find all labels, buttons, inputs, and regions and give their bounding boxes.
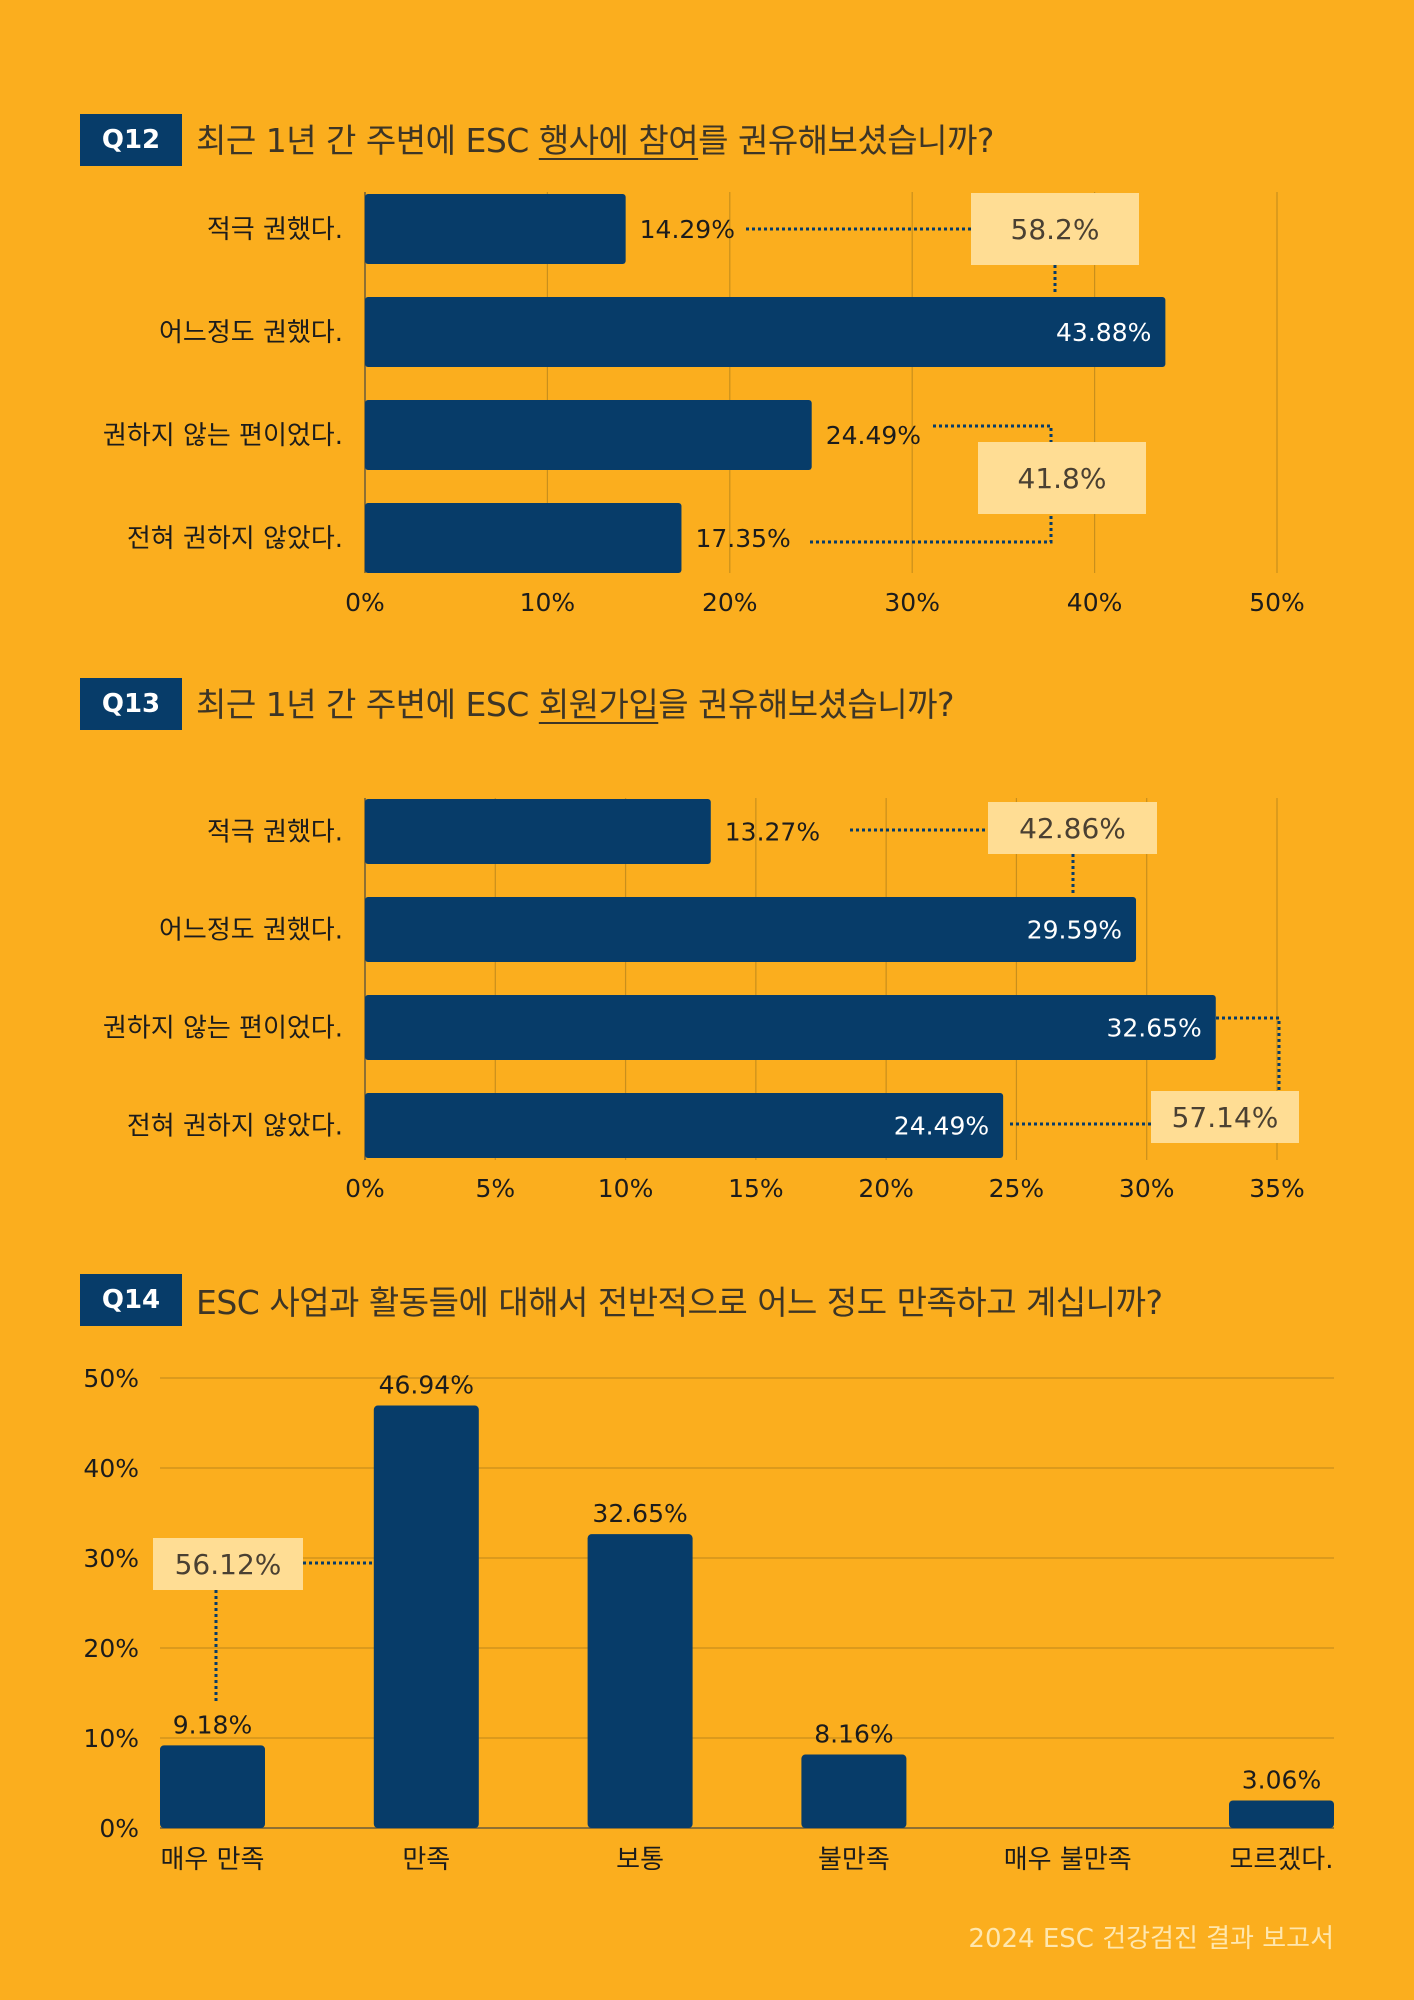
callout-connector (810, 514, 1053, 544)
tick-label: 50% (1249, 588, 1305, 617)
callout-label: 57.14% (1172, 1101, 1279, 1134)
value-label: 32.65% (592, 1499, 687, 1528)
tick-label: 35% (1249, 1174, 1305, 1203)
q13-chart: 0% 5% 10% 15% 20% 25% 30% 35% 적극 권했다. 13.27% 어느정도 … (103, 798, 1305, 1203)
bar (365, 400, 812, 470)
q13-title: 최근 1년 간 주변에 ESC 회원가입을 권유해보셨습니까? (196, 678, 955, 726)
category-label: 모르겠다. (1230, 1845, 1334, 1875)
value-label: 43.88% (1056, 318, 1151, 347)
category-label: 보통 (616, 1845, 664, 1875)
bar (373, 1405, 479, 1828)
tick-label: 10% (520, 588, 576, 617)
bar (365, 1093, 1004, 1158)
tick-label: 10% (598, 1174, 654, 1203)
category-label: 적극 권했다. (207, 818, 343, 848)
q13-title-after: 을 권유해보셨습니까? (658, 685, 955, 724)
tick-label: 25% (989, 1174, 1045, 1203)
tick-label: 40% (83, 1454, 139, 1483)
category-label: 전혀 권하지 않았다. (127, 1112, 343, 1142)
tick-label: 30% (1119, 1174, 1175, 1203)
bar (365, 995, 1216, 1060)
q13-title-underlined: 회원가입 (538, 685, 659, 724)
q12-title-before: 최근 1년 간 주변에 ESC (196, 121, 539, 160)
tick-label: 20% (858, 1174, 914, 1203)
callout-box (971, 193, 1139, 265)
bar (160, 1745, 265, 1828)
q14-chart: 0% 10% 20% 30% 40% 50% 9.18% 매우 만족 46.94% 만족 32.65… (83, 1364, 1334, 1875)
callout-label: 42.86% (1019, 812, 1126, 845)
bar (365, 297, 1166, 367)
callout-connector (1216, 1016, 1281, 1091)
q14-title: ESC 사업과 활동들에 대해서 전반적으로 어느 정도 만족하고 계십니까? (196, 1276, 1163, 1324)
tick-label: 15% (728, 1174, 784, 1203)
value-label: 46.94% (379, 1371, 474, 1400)
value-label: 17.35% (695, 524, 790, 553)
value-label: 13.27% (725, 818, 820, 847)
callout-label: 41.8% (1018, 462, 1107, 495)
value-label: 32.65% (1106, 1014, 1201, 1043)
q12-chart: 0% 10% 20% 30% 40% 50% 적극 권했다. 14.29% 어느정도 권했다. 4… (103, 192, 1305, 617)
value-label: 14.29% (640, 215, 735, 244)
value-label: 29.59% (1027, 916, 1122, 945)
tick-label: 20% (702, 588, 758, 617)
q13-title-before: 최근 1년 간 주변에 ESC (196, 685, 539, 724)
footer-report-title: 2024 ESC 건강검진 결과 보고서 (968, 1924, 1334, 1954)
category-label: 어느정도 권했다. (159, 916, 343, 946)
value-label: 8.16% (814, 1720, 893, 1749)
tick-label: 5% (475, 1174, 515, 1203)
bar (1229, 1800, 1334, 1828)
tick-label: 10% (83, 1724, 139, 1753)
category-label: 매우 불만족 (1004, 1845, 1132, 1875)
category-label: 매우 만족 (161, 1845, 265, 1875)
callout-box (988, 802, 1157, 854)
callout-label: 56.12% (175, 1548, 282, 1581)
bar (365, 194, 626, 264)
tick-label: 0% (345, 588, 385, 617)
callout-box (978, 442, 1146, 514)
q14-title-text: ESC 사업과 활동들에 대해서 전반적으로 어느 정도 만족하고 계십니까? (196, 1283, 1163, 1322)
q14-badge: Q14 (80, 1274, 182, 1326)
q12-title: 최근 1년 간 주변에 ESC 행사에 참여를 권유해보셨습니까? (196, 114, 994, 162)
category-label: 전혀 권하지 않았다. (127, 524, 343, 554)
q12-title-after: 를 권유해보셨습니까? (698, 121, 994, 160)
bar (365, 503, 682, 573)
callout-box (1151, 1091, 1299, 1143)
value-label: 24.49% (826, 421, 921, 450)
value-label: 3.06% (1242, 1765, 1321, 1794)
bar (587, 1534, 693, 1828)
bar (365, 897, 1137, 962)
category-label: 권하지 않는 편이었다. (103, 421, 343, 451)
tick-label: 0% (345, 1174, 385, 1203)
value-label: 24.49% (894, 1112, 989, 1141)
tick-label: 30% (884, 588, 940, 617)
category-label: 어느정도 권했다. (159, 318, 343, 348)
tick-label: 20% (83, 1634, 139, 1663)
tick-label: 50% (83, 1364, 139, 1393)
bar (365, 799, 711, 864)
tick-label: 40% (1067, 588, 1123, 617)
q13-badge: Q13 (80, 678, 182, 730)
callout-box (153, 1538, 303, 1590)
callout-connector (933, 424, 1053, 442)
tick-label: 30% (83, 1544, 139, 1573)
q12-title-underlined: 행사에 참여 (538, 121, 699, 160)
category-label: 만족 (402, 1845, 450, 1875)
tick-label: 0% (99, 1814, 139, 1843)
bar (801, 1754, 907, 1828)
q12-badge: Q12 (80, 114, 182, 166)
category-label: 적극 권했다. (207, 215, 343, 245)
value-label: 9.18% (173, 1710, 252, 1739)
category-label: 권하지 않는 편이었다. (103, 1014, 343, 1044)
callout-label: 58.2% (1011, 213, 1100, 246)
category-label: 불만족 (818, 1845, 890, 1875)
